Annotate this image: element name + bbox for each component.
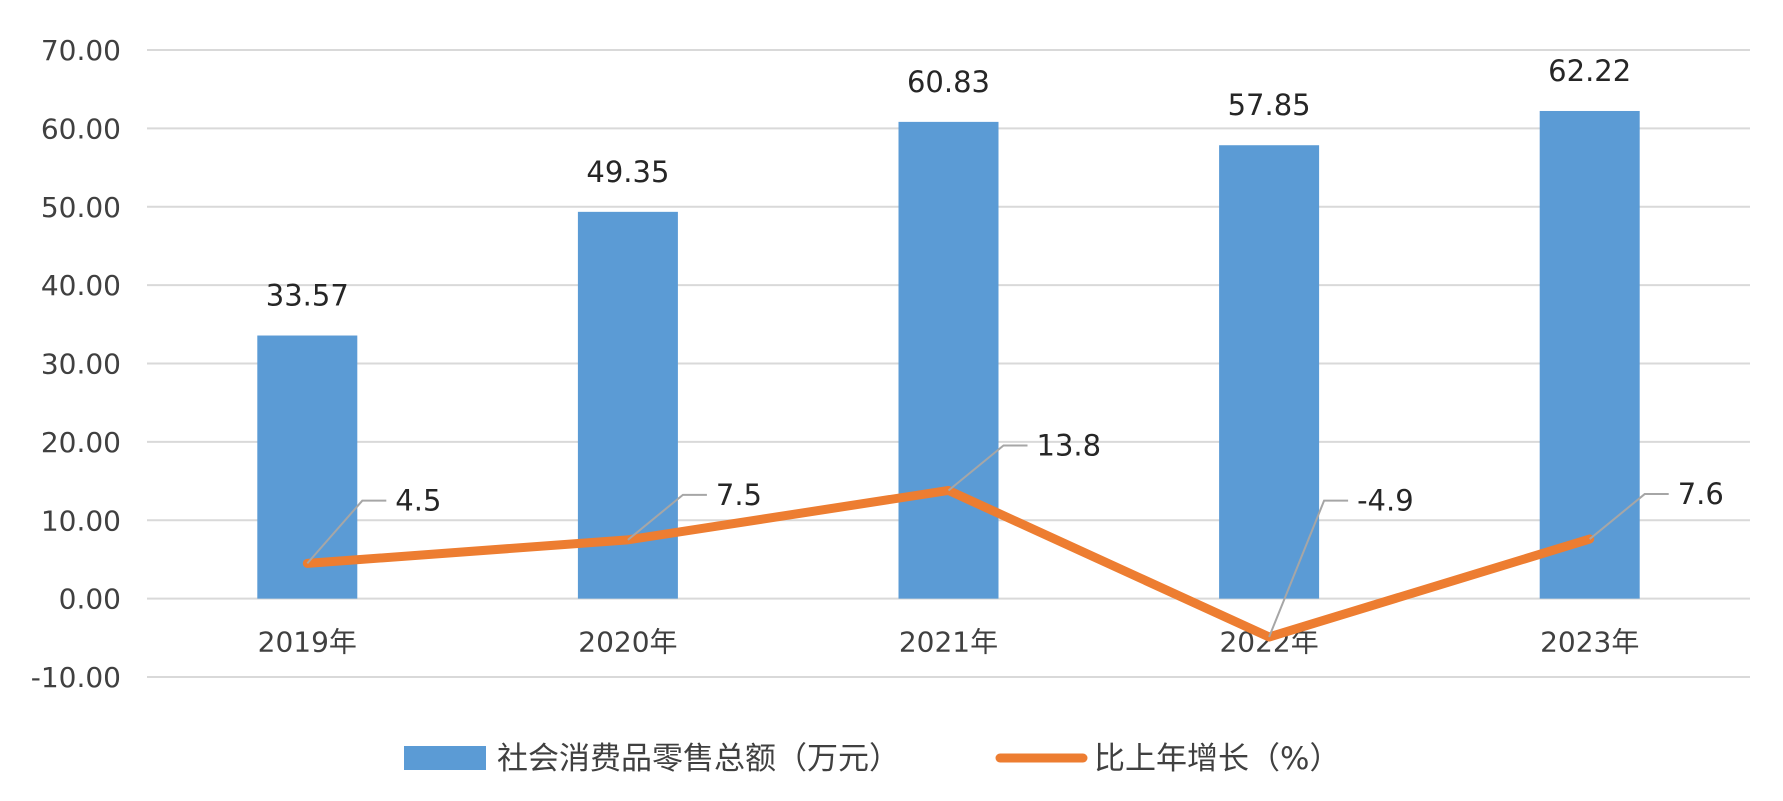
bar-data-label: 60.83 — [907, 65, 990, 99]
bar-data-label: 33.57 — [266, 279, 349, 313]
line-data-label: 7.6 — [1678, 477, 1724, 511]
y-tick-label: 60.00 — [41, 112, 121, 145]
bar-series — [257, 110, 1640, 599]
line-data-label: 13.8 — [1037, 428, 1102, 462]
bar-data-label: 62.22 — [1548, 54, 1631, 88]
x-tick-label: 2020年 — [578, 626, 677, 659]
leader-line — [627, 493, 707, 541]
legend-bar-swatch — [404, 746, 486, 770]
leader-line — [947, 444, 1028, 492]
leader-line — [1268, 499, 1349, 638]
x-axis: 2019年 2020年 2021年 2022年 2023年 — [258, 626, 1640, 659]
bar — [1219, 145, 1320, 599]
y-tick-label: 0.00 — [59, 583, 121, 616]
bar — [898, 121, 999, 599]
line-data-label: 4.5 — [395, 484, 441, 518]
x-tick-label: 2021年 — [899, 626, 998, 659]
bar-data-label: 49.35 — [586, 155, 669, 189]
x-tick-label: 2023年 — [1540, 626, 1639, 659]
y-tick-label: -10.00 — [31, 661, 121, 694]
data-labels: 33.57 49.35 60.83 57.85 62.22 4.5 7.5 13.8 -4.9 7… — [266, 54, 1724, 638]
bar — [257, 335, 358, 599]
y-axis: -10.00 0.00 10.00 20.00 30.00 40.00 50.00 60.00… — [31, 34, 121, 694]
bar-data-label: 57.85 — [1228, 88, 1311, 122]
legend-line-label: 比上年增长（%） — [1094, 741, 1340, 777]
y-tick-label: 30.00 — [41, 348, 121, 381]
legend: 社会消费品零售总额（万元） 比上年增长（%） — [404, 741, 1340, 777]
line-data-label: 7.5 — [716, 478, 762, 512]
legend-bar-label: 社会消费品零售总额（万元） — [497, 741, 900, 777]
leader-line — [306, 499, 387, 565]
y-tick-label: 70.00 — [41, 34, 121, 67]
y-tick-label: 40.00 — [41, 269, 121, 302]
y-tick-label: 10.00 — [41, 504, 121, 537]
leader-line — [1589, 493, 1669, 540]
x-tick-label: 2019年 — [258, 626, 357, 659]
y-tick-label: 50.00 — [41, 191, 121, 224]
bar — [1539, 110, 1640, 599]
y-tick-label: 20.00 — [41, 426, 121, 459]
line-data-label: -4.9 — [1357, 484, 1414, 518]
